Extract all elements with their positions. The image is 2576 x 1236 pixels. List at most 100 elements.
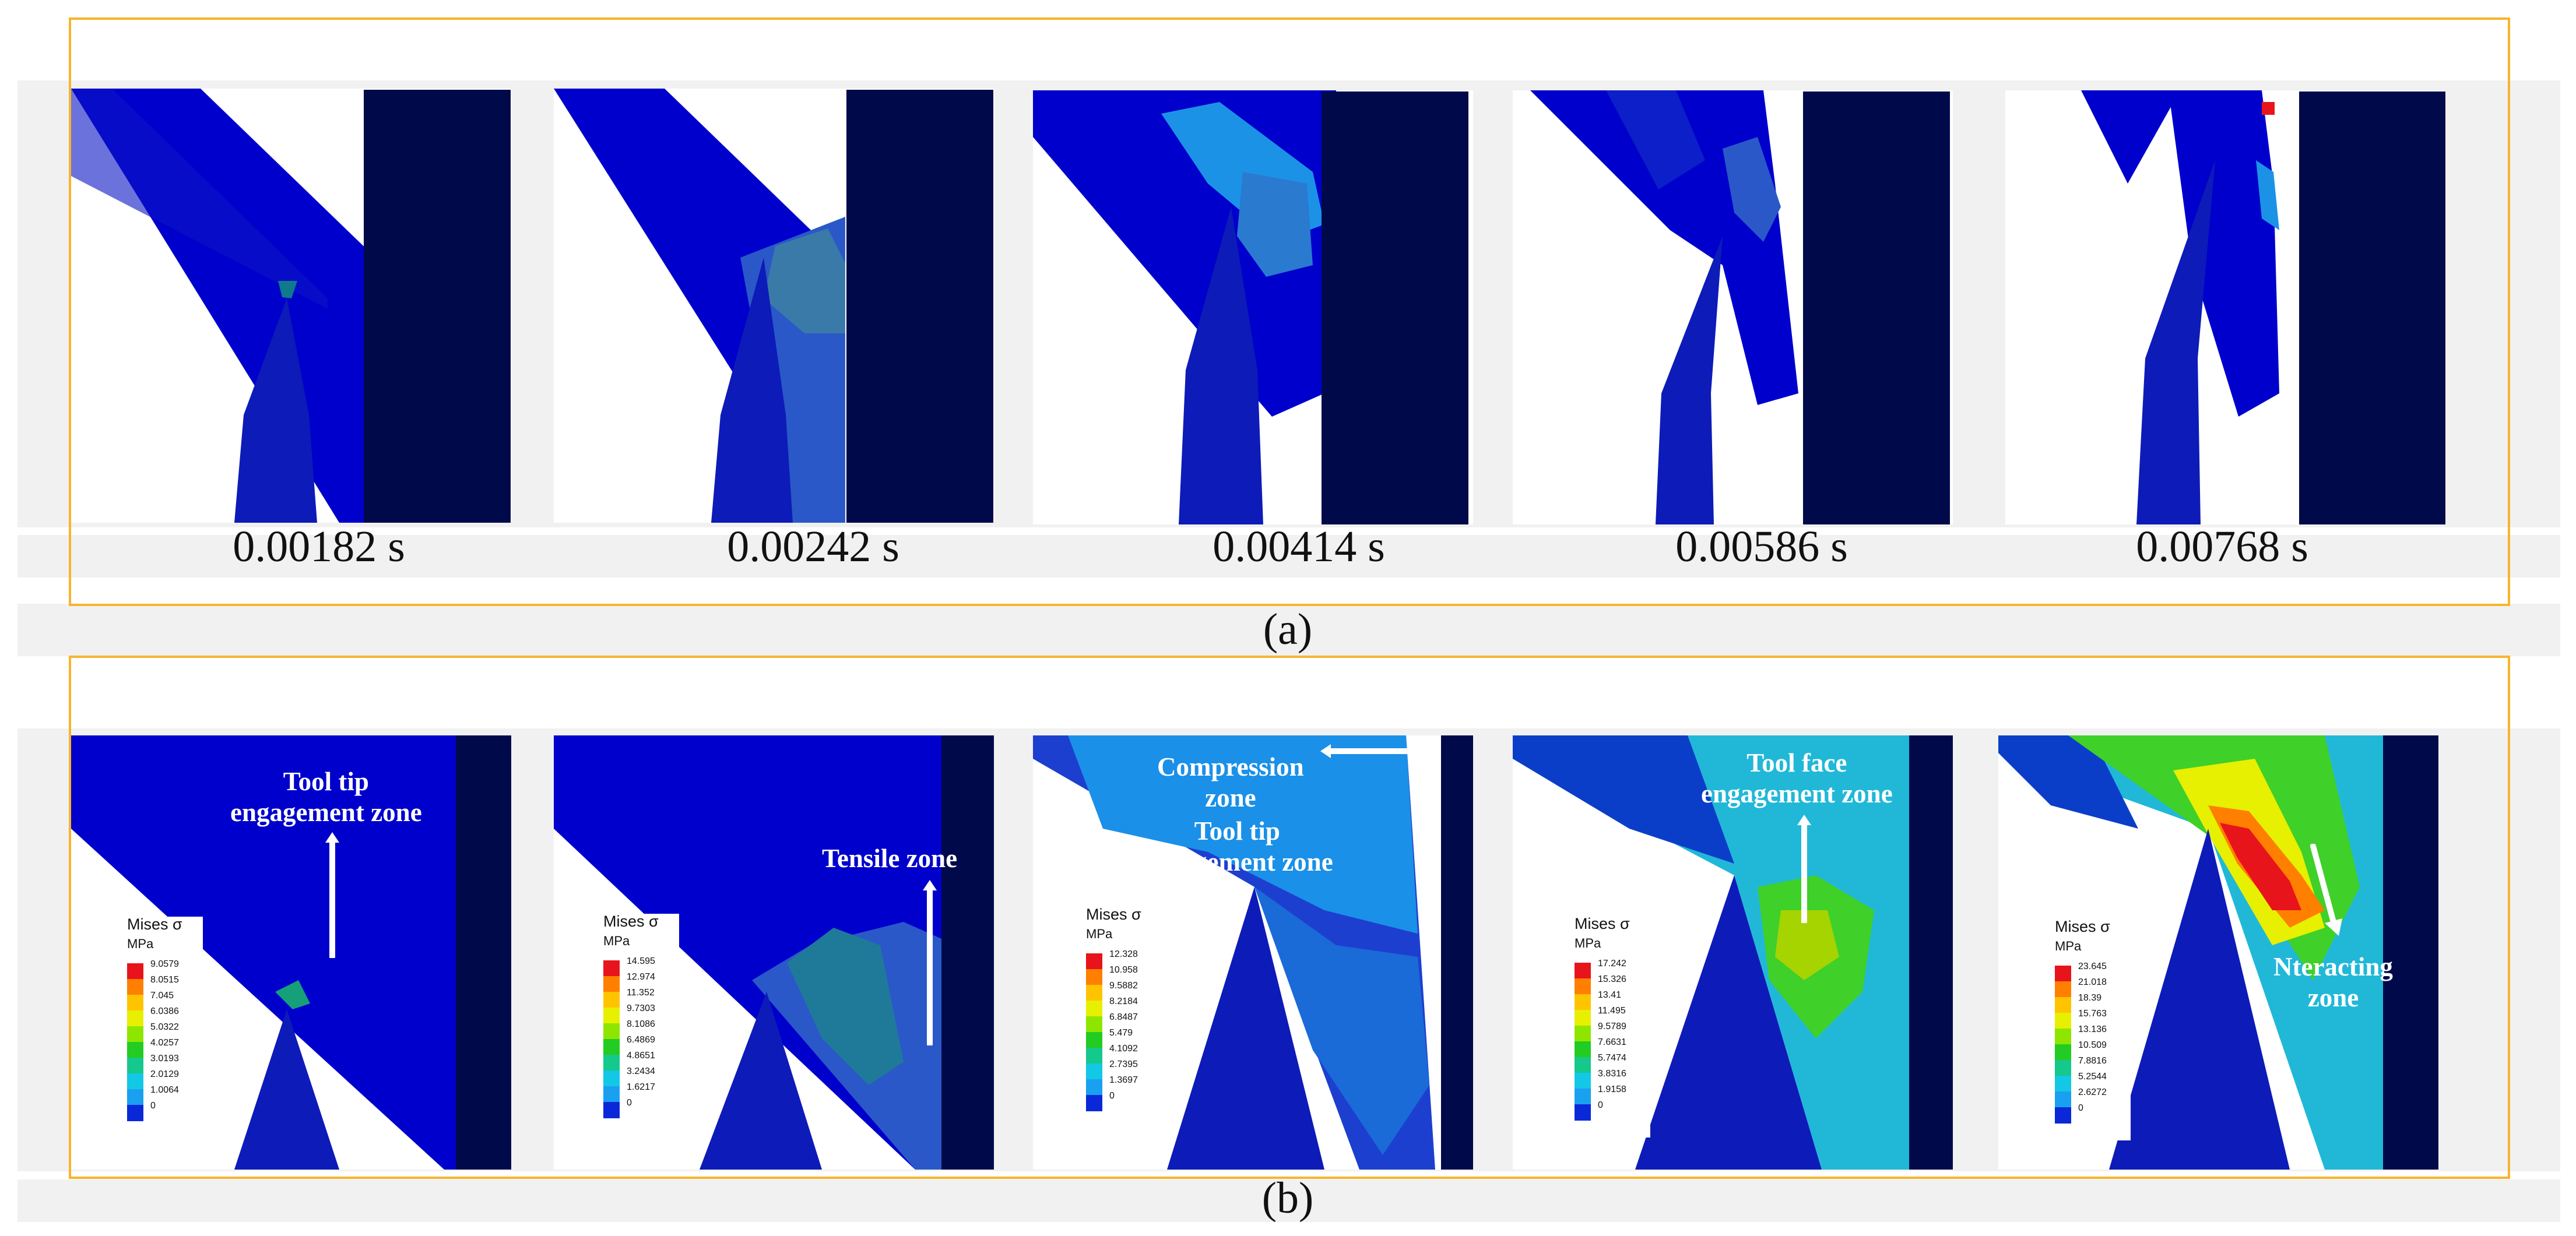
stress-legend-4: Mises σ MPa 17.242 15.326 13.41 11.495 9.5789 7… — [1564, 916, 1650, 1138]
legend-value: 8.1086 — [627, 1019, 655, 1029]
legend-value: 10.509 — [2078, 1040, 2107, 1050]
legend-value: 10.958 — [1109, 965, 1138, 975]
legend-title: Mises σ — [603, 913, 659, 930]
legend-swatch — [1575, 1057, 1591, 1073]
stress-hotspot — [2262, 102, 2275, 115]
legend-swatch — [603, 1086, 620, 1103]
legend-title: Mises σ — [1575, 915, 1630, 932]
legend-value: 13.41 — [1598, 990, 1622, 1000]
legend-value: 7.045 — [150, 991, 174, 1001]
legend-value: 0 — [1109, 1091, 1115, 1101]
workpiece-block — [456, 735, 511, 1170]
legend-value: 1.9158 — [1598, 1084, 1626, 1094]
cutting-tool — [2136, 160, 2215, 524]
legend-value: 3.8316 — [1598, 1069, 1626, 1079]
legend-swatch — [2055, 1091, 2071, 1108]
chip-stress-patch-2 — [1254, 887, 1429, 1155]
contact-patch — [278, 281, 297, 298]
legend-swatch — [2055, 1076, 2071, 1092]
legend-swatch — [2055, 1060, 2071, 1076]
cutting-tool — [234, 1009, 339, 1170]
chip-stress-patch-yellow — [1775, 910, 1839, 980]
legend-swatch — [1086, 1016, 1102, 1033]
legend-swatch — [1575, 978, 1591, 995]
legend-value: 2.7395 — [1109, 1059, 1138, 1069]
legend-value: 3.2434 — [627, 1066, 655, 1076]
legend-value: 14.595 — [627, 956, 655, 966]
legend-swatch — [2055, 966, 2071, 982]
cutting-tool — [700, 992, 822, 1170]
annotation-text: Tensile zone — [822, 844, 958, 873]
cutting-tool — [711, 258, 793, 523]
legend-value: 9.0579 — [150, 959, 179, 969]
legend-swatch — [1575, 1041, 1591, 1058]
legend-value: 9.5882 — [1109, 981, 1138, 991]
caption-a: (a) — [1263, 605, 1313, 654]
workpiece-block — [364, 90, 511, 523]
legend-swatch — [2055, 1107, 2071, 1124]
legend-swatch — [1575, 1104, 1591, 1121]
arrow-down-icon — [2310, 844, 2342, 936]
legend-unit: MPa — [603, 934, 630, 948]
background-band-caption-b — [17, 1179, 2560, 1222]
legend-swatch — [603, 1102, 620, 1118]
legend-swatch — [127, 1058, 143, 1074]
legend-value: 5.7474 — [1598, 1053, 1626, 1063]
legend-swatch — [1575, 1089, 1591, 1105]
arrow-up-icon — [325, 832, 339, 958]
frame-a-3 — [1033, 90, 1473, 524]
cutting-tool — [1635, 875, 1822, 1170]
legend-swatch — [127, 1105, 143, 1121]
chip-shape — [2169, 90, 2279, 417]
legend-value: 7.6631 — [1598, 1037, 1626, 1047]
legend-value: 11.495 — [1598, 1006, 1626, 1016]
legend-swatch — [127, 1010, 143, 1027]
legend-value: 6.4869 — [627, 1035, 655, 1045]
legend-swatch — [603, 1071, 620, 1087]
timestamp-5: 0.00768 s — [2136, 522, 2308, 571]
legend-swatch — [603, 960, 620, 977]
legend-value: 6.8487 — [1109, 1012, 1138, 1022]
legend-value: 12.328 — [1109, 949, 1138, 959]
stress-legend-5: Mises σ MPa 23.645 21.018 18.39 15.763 13.136 1… — [2044, 919, 2131, 1140]
legend-swatch — [127, 1042, 143, 1058]
workpiece-block — [846, 90, 993, 523]
annotation-compression-zone: Compression zone — [1157, 752, 1304, 814]
legend-value: 5.2544 — [2078, 1072, 2107, 1082]
legend-value: 17.242 — [1598, 959, 1626, 969]
chip-stress-patch — [1723, 137, 1781, 242]
chip-shading — [71, 89, 328, 309]
legend-value: 23.645 — [2078, 962, 2107, 971]
legend-value: 18.39 — [2078, 993, 2102, 1003]
legend-value: 5.479 — [1109, 1028, 1133, 1038]
legend-swatch — [603, 992, 620, 1008]
workpiece-block — [2299, 91, 2445, 524]
legend-swatch — [2055, 1013, 2071, 1029]
stress-legend-2: Mises σ MPa 14.595 12.974 11.352 9.7303 8.1086… — [593, 914, 679, 1135]
arrow-left-icon — [1320, 744, 1437, 758]
legend-value: 15.763 — [2078, 1009, 2107, 1019]
legend-value: 8.2184 — [1109, 996, 1138, 1006]
timestamp-4: 0.00586 s — [1675, 522, 1848, 571]
legend-value: 9.7303 — [627, 1003, 655, 1013]
annotation-text: Tool tip engagement zone — [1141, 816, 1333, 877]
legend-scale: 23.645 21.018 18.39 15.763 13.136 10.509 7.881… — [2051, 960, 2126, 1135]
annotation-text: Tool tip engagement zone — [230, 767, 422, 827]
chip-stress-patch — [764, 228, 845, 333]
legend-scale: 17.242 15.326 13.41 11.495 9.5789 7.6631 5.747… — [1571, 957, 1646, 1132]
legend-value: 1.0064 — [150, 1085, 179, 1095]
frame-a-5 — [2005, 90, 2445, 524]
annotation-tool-tip-engagement-2: Tool tip engagement zone — [1141, 816, 1333, 878]
legend-unit: MPa — [127, 936, 154, 951]
cutting-tool — [1167, 887, 1324, 1170]
annotation-text: Compression zone — [1157, 752, 1304, 813]
chip-stress-patch — [787, 928, 904, 1085]
cutting-tool — [1656, 236, 1723, 524]
stress-legend-1: Mises σ MPa 9.0579 8.0515 7.045 6.0386 5.0322 4… — [117, 917, 203, 1138]
legend-value: 7.8816 — [2078, 1056, 2107, 1066]
workpiece-block — [941, 735, 994, 1170]
legend-swatch — [1086, 969, 1102, 985]
chip-stress-patch — [2256, 160, 2279, 230]
legend-value: 0 — [627, 1098, 632, 1108]
legend-value: 21.018 — [2078, 977, 2107, 987]
